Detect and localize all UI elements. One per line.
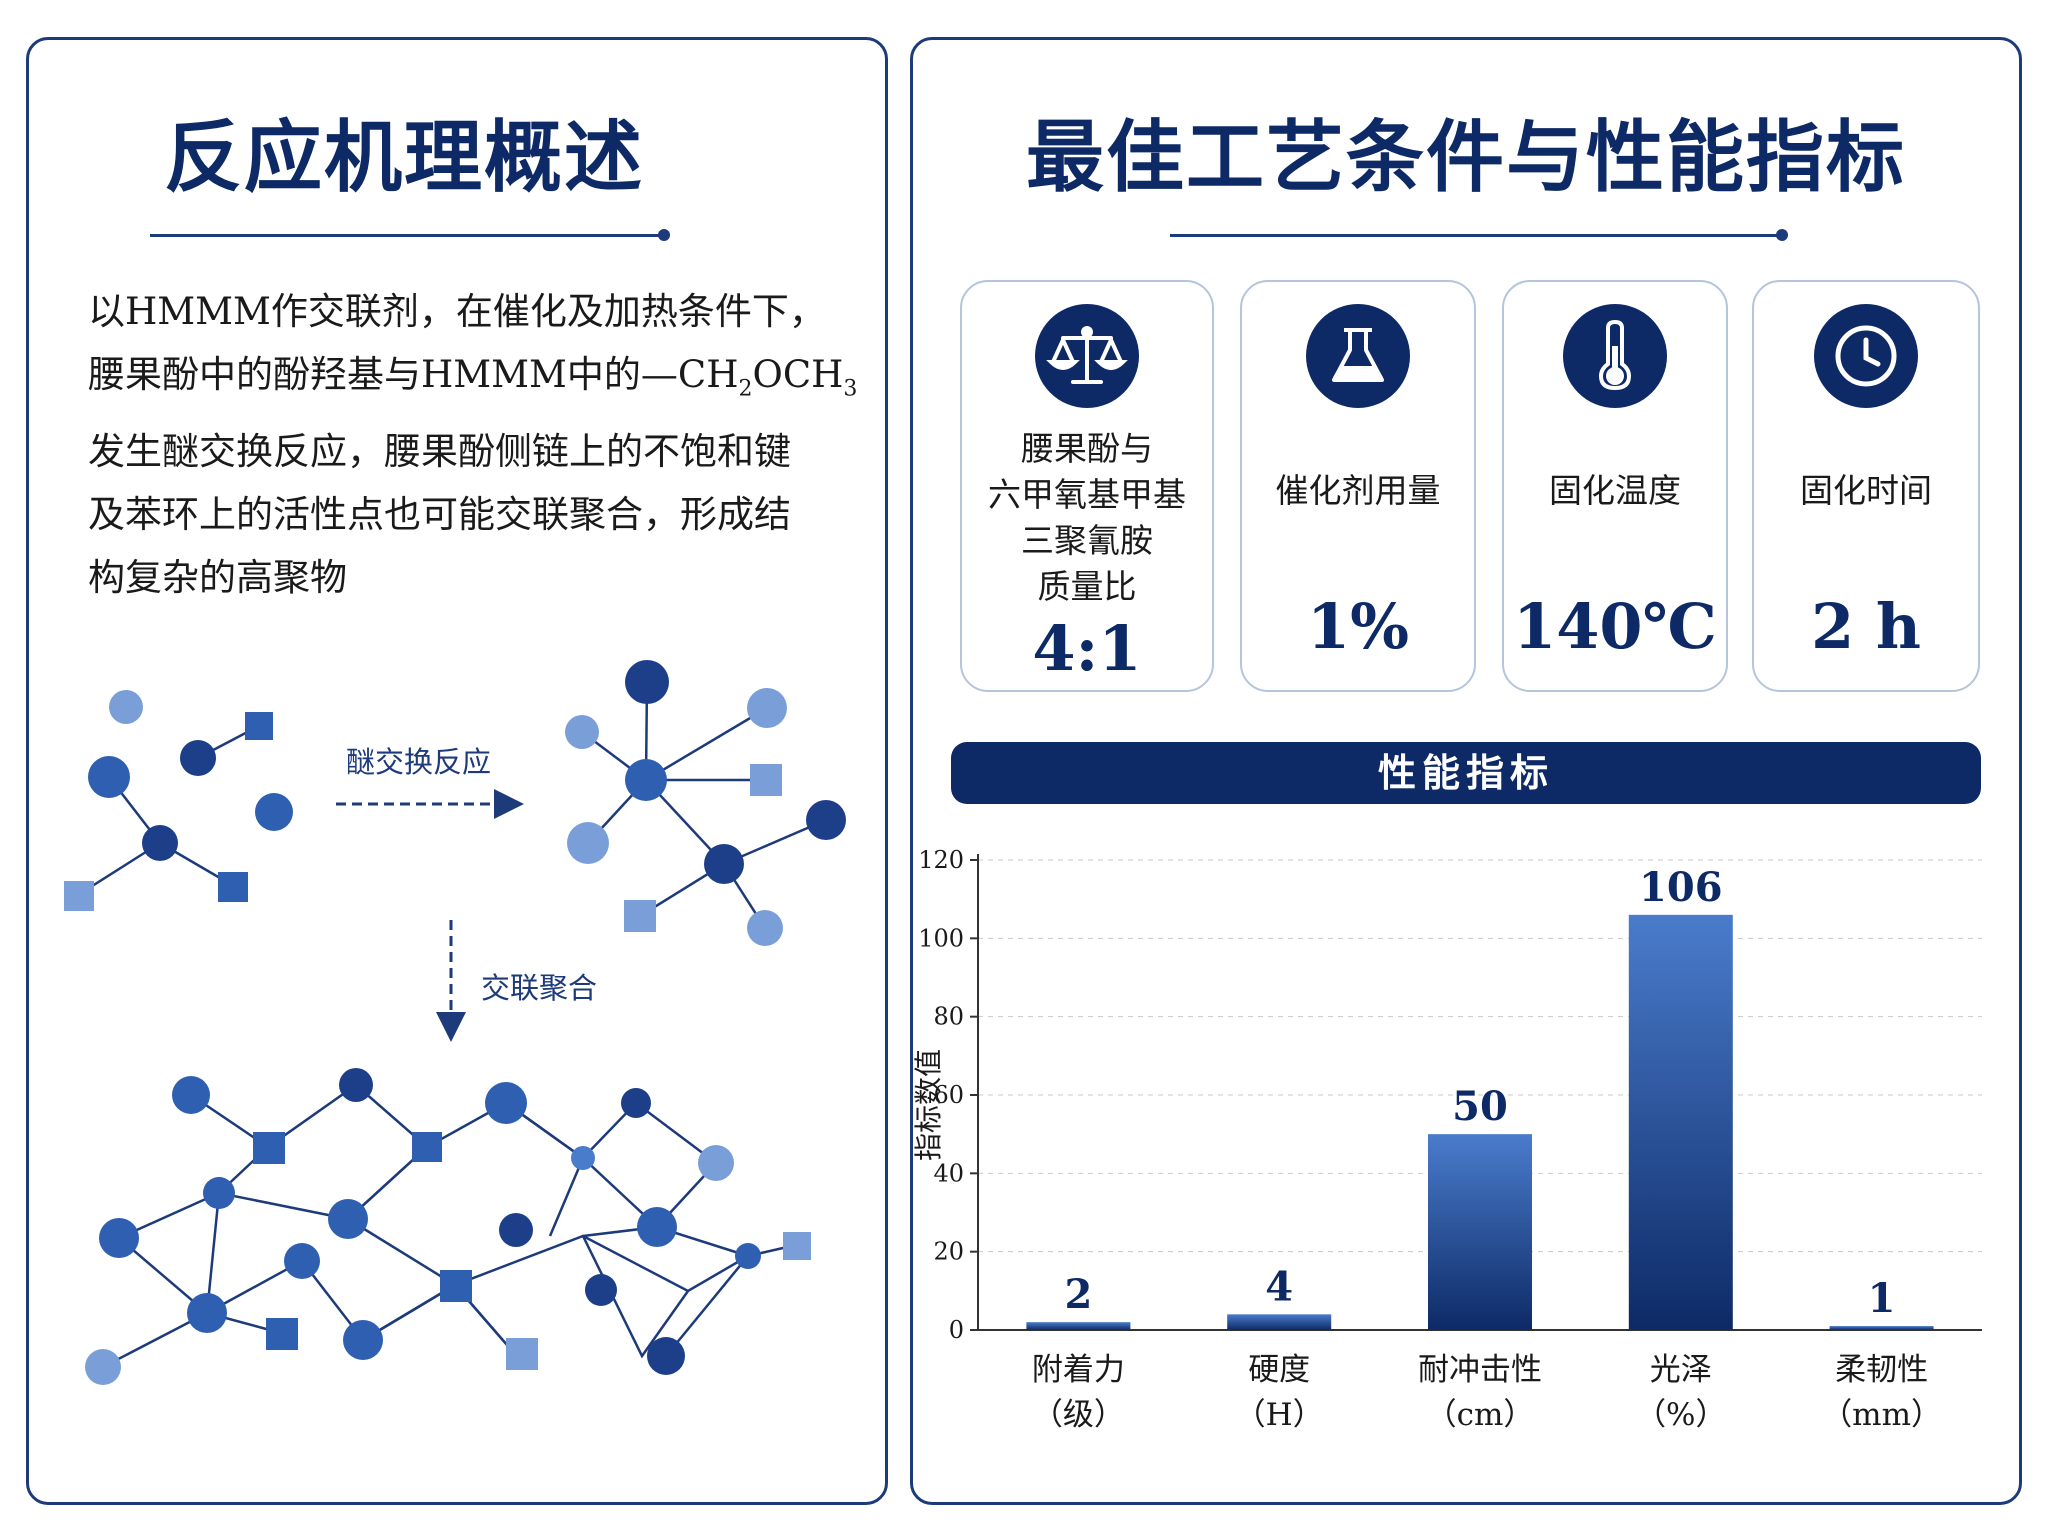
condition-card-mass-ratio: 腰果酚与 六甲氧基甲基 三聚氰胺 质量比 4:1 bbox=[960, 280, 1214, 692]
y-tick-label: 20 bbox=[933, 1238, 964, 1266]
category-label: 附着力 bbox=[1032, 1352, 1125, 1388]
reactant-nodes bbox=[64, 690, 293, 911]
category-unit-label: （mm） bbox=[1821, 1397, 1942, 1433]
clock-icon bbox=[1814, 304, 1918, 408]
bar-value-label: 2 bbox=[1064, 1271, 1092, 1318]
category-label: 硬度 bbox=[1248, 1352, 1310, 1388]
bar-value-label: 1 bbox=[1868, 1275, 1896, 1322]
condition-label-temperature: 固化温度 bbox=[1504, 468, 1726, 514]
category-label: 耐冲击性 bbox=[1418, 1352, 1542, 1388]
title-divider-right bbox=[1170, 229, 1788, 241]
mechanism-line-5: 构复杂的高聚物 bbox=[88, 556, 347, 600]
bar-1 bbox=[1026, 1322, 1131, 1330]
category-label: 光泽 bbox=[1650, 1352, 1712, 1388]
y-tick-label: 120 bbox=[918, 846, 964, 874]
mechanism-line-2-text: 腰果酚中的酚羟基与HMMM中的—CH bbox=[88, 353, 739, 396]
category-unit-label: （%） bbox=[1635, 1397, 1726, 1433]
label-line: 质量比 bbox=[1037, 567, 1137, 606]
condition-card-time: 固化时间 2 h bbox=[1752, 280, 1980, 692]
crosslink-label: 交联聚合 bbox=[481, 971, 597, 1005]
product-star-cluster bbox=[581, 681, 827, 929]
y-axis-label: 指标数值 bbox=[912, 1049, 945, 1161]
reaction-network-diagram: 醚交换反应 交联聚合 bbox=[64, 660, 846, 1385]
mechanism-title: 反应机理概述 bbox=[163, 113, 644, 203]
label-line: 三聚氰胺 bbox=[1021, 521, 1153, 560]
y-axis-ticks: 0 20 40 60 80 100 120 bbox=[918, 846, 978, 1344]
condition-value-catalyst: 1% bbox=[1306, 590, 1410, 663]
condition-value-time: 2 h bbox=[1811, 590, 1921, 663]
chart-category-labels: 附着力 （级） 硬度 （H） 耐冲击性 （cm） 光泽 （%） 柔韧性 （mm） bbox=[1032, 1352, 1942, 1433]
label-line: 腰果酚与 bbox=[1021, 429, 1153, 468]
chart-bars bbox=[1026, 914, 1934, 1330]
balance-scale-icon bbox=[1035, 304, 1139, 408]
chart-value-labels: 2 4 50 106 1 bbox=[1064, 864, 1895, 1322]
title-divider-left bbox=[150, 229, 670, 241]
bar-2 bbox=[1227, 1314, 1332, 1330]
bar-4 bbox=[1628, 914, 1733, 1330]
subscript-3: 3 bbox=[843, 376, 858, 402]
category-unit-label: （H） bbox=[1235, 1397, 1324, 1433]
label-line: 固化温度 bbox=[1549, 471, 1681, 510]
mechanism-line-4: 及苯环上的活性点也可能交联聚合，形成结 bbox=[88, 493, 791, 537]
condition-card-temperature: 固化温度 140℃ bbox=[1502, 280, 1728, 692]
condition-label-catalyst: 催化剂用量 bbox=[1242, 468, 1474, 514]
product-nodes bbox=[565, 660, 846, 946]
flask-icon bbox=[1306, 304, 1410, 408]
bar-value-label: 50 bbox=[1452, 1083, 1508, 1130]
mechanism-line-3: 发生醚交换反应，腰果酚侧链上的不饱和键 bbox=[88, 430, 791, 474]
performance-banner: 性能指标 bbox=[951, 742, 1981, 804]
condition-value-temperature: 140℃ bbox=[1513, 590, 1717, 663]
category-unit-label: （级） bbox=[1032, 1397, 1125, 1433]
process-title: 最佳工艺条件与性能指标 bbox=[1025, 113, 1906, 203]
condition-label-mass-ratio: 腰果酚与 六甲氧基甲基 三聚氰胺 质量比 bbox=[962, 426, 1212, 610]
condition-label-time: 固化时间 bbox=[1754, 468, 1978, 514]
category-unit-label: （cm） bbox=[1426, 1397, 1535, 1433]
y-tick-label: 0 bbox=[949, 1316, 964, 1344]
y-tick-label: 100 bbox=[918, 924, 964, 952]
label-line: 六甲氧基甲基 bbox=[988, 475, 1186, 514]
subscript-2: 2 bbox=[738, 376, 753, 402]
label-line: 固化时间 bbox=[1800, 471, 1932, 510]
mechanism-description: 以HMMM作交联剂，在催化及加热条件下， 腰果酚中的酚羟基与HMMM中的—CH2… bbox=[88, 280, 868, 609]
bar-value-label: 4 bbox=[1265, 1263, 1293, 1310]
label-line: 催化剂用量 bbox=[1275, 471, 1441, 510]
mechanism-line-2-och: OCH bbox=[752, 353, 844, 396]
y-tick-label: 60 bbox=[933, 1081, 964, 1109]
category-label: 柔韧性 bbox=[1835, 1352, 1928, 1388]
y-tick-label: 80 bbox=[933, 1003, 964, 1031]
mechanism-line-1: 以HMMM作交联剂，在催化及加热条件下， bbox=[88, 290, 826, 333]
polymer-network-nodes bbox=[85, 1068, 811, 1385]
ether-exchange-label: 醚交换反应 bbox=[346, 745, 491, 779]
y-tick-label: 40 bbox=[933, 1159, 964, 1187]
condition-value-mass-ratio: 4:1 bbox=[1032, 612, 1142, 685]
reactant-cluster bbox=[77, 724, 260, 897]
mechanism-line-2: 腰果酚中的酚羟基与HMMM中的—CH2OCH3 bbox=[88, 343, 868, 420]
performance-bar-chart: 0 20 40 60 80 100 120 2 4 50 106 1 附着力 （级） 硬度 （H） 耐冲击性… bbox=[912, 846, 1982, 1433]
bar-5 bbox=[1829, 1326, 1934, 1330]
condition-card-catalyst: 催化剂用量 1% bbox=[1240, 280, 1476, 692]
bar-value-label: 106 bbox=[1639, 864, 1723, 911]
bar-3 bbox=[1428, 1134, 1532, 1330]
thermometer-icon bbox=[1563, 304, 1667, 408]
